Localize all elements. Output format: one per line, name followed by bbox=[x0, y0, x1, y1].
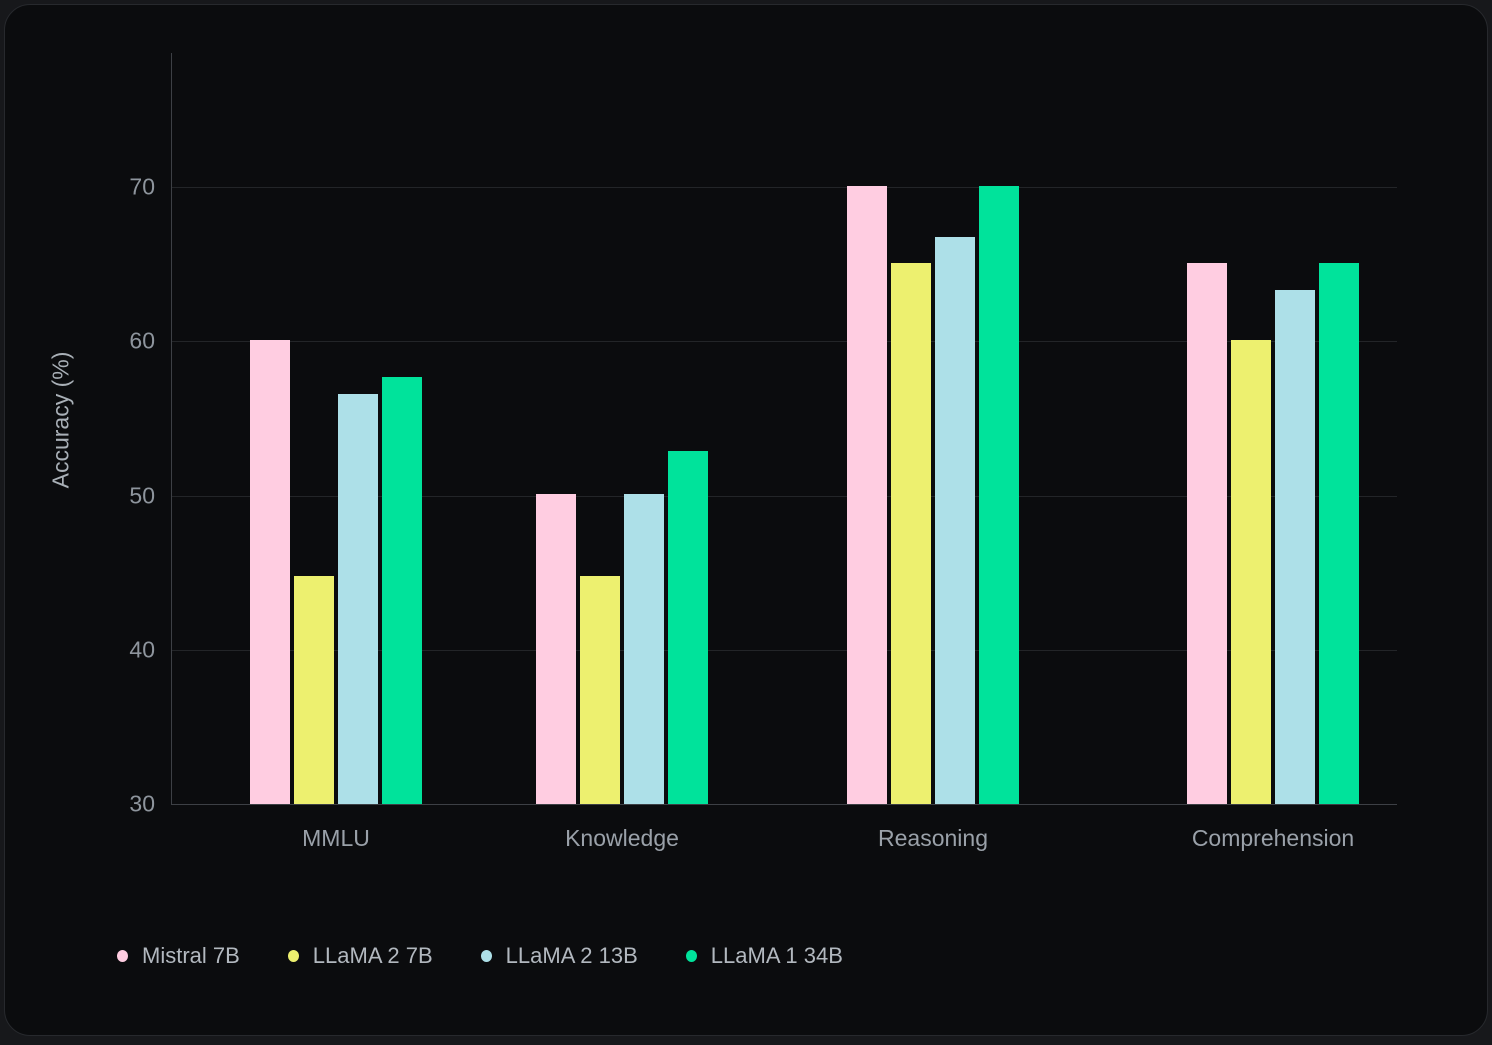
x-category-label: Knowledge bbox=[565, 825, 679, 851]
legend-label: LLaMA 2 13B bbox=[505, 943, 638, 968]
bar bbox=[382, 376, 422, 804]
legend: Mistral 7B LLaMA 2 7B LLaMA 2 13B LLaMA 1 3… bbox=[117, 943, 843, 969]
bar bbox=[891, 262, 931, 804]
bar bbox=[580, 575, 620, 804]
gridline bbox=[172, 187, 1397, 189]
bar bbox=[979, 185, 1019, 804]
legend-label: LLaMA 1 34B bbox=[710, 943, 843, 968]
y-tick-label: 50 bbox=[129, 482, 155, 509]
bar bbox=[1319, 262, 1359, 804]
bar bbox=[250, 339, 290, 804]
y-tick-label: 40 bbox=[129, 636, 155, 663]
benchmark-bar-chart: Accuracy (%) 30 40 50 60 70 MMLU Knowledge Rea… bbox=[5, 5, 1492, 1045]
gridline bbox=[172, 495, 1397, 497]
bar bbox=[624, 494, 664, 804]
legend-item[interactable]: LLaMA 1 34B bbox=[685, 943, 843, 969]
gridline bbox=[172, 341, 1397, 343]
bar bbox=[668, 450, 708, 804]
legend-item[interactable]: LLaMA 2 13B bbox=[480, 943, 638, 969]
bar bbox=[1231, 339, 1271, 804]
x-category-label: Reasoning bbox=[878, 825, 988, 851]
y-tick-label: 30 bbox=[129, 790, 155, 817]
y-tick-label: 60 bbox=[129, 327, 155, 354]
bar-group bbox=[847, 185, 1019, 804]
bar bbox=[935, 236, 975, 804]
legend-dot-icon bbox=[287, 950, 299, 962]
bar-group bbox=[250, 339, 422, 804]
legend-label: Mistral 7B bbox=[142, 943, 240, 968]
bar-group bbox=[1187, 262, 1359, 804]
x-category-label: Comprehension bbox=[1191, 825, 1355, 851]
y-axis-line bbox=[171, 53, 172, 804]
legend-dot-icon bbox=[685, 950, 697, 962]
bar-group bbox=[536, 450, 708, 804]
legend-label: LLaMA 2 7B bbox=[312, 943, 433, 968]
gridline bbox=[172, 649, 1397, 651]
bar bbox=[847, 185, 887, 804]
bar bbox=[338, 393, 378, 804]
chart-card: Accuracy (%) 30 40 50 60 70 MMLU Knowledge Rea… bbox=[4, 4, 1488, 1036]
legend-item[interactable]: LLaMA 2 7B bbox=[287, 943, 433, 969]
legend-item[interactable]: Mistral 7B bbox=[117, 943, 240, 969]
x-category-label: MMLU bbox=[302, 825, 370, 851]
y-tick-label: 70 bbox=[129, 173, 155, 200]
legend-dot-icon bbox=[480, 950, 492, 962]
bar bbox=[1275, 290, 1315, 804]
bar bbox=[536, 494, 576, 804]
bar bbox=[1187, 262, 1227, 804]
bar bbox=[294, 575, 334, 804]
legend-dot-icon bbox=[117, 950, 128, 962]
y-axis-title: Accuracy (%) bbox=[47, 351, 74, 489]
x-axis-line bbox=[171, 804, 1397, 805]
